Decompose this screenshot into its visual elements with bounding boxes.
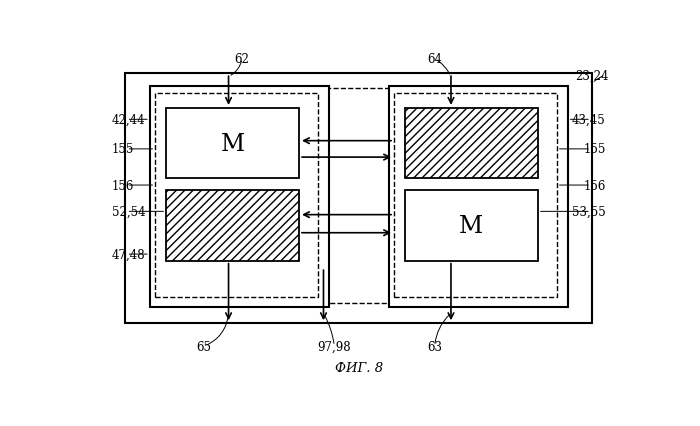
Text: ФИГ. 8: ФИГ. 8 <box>335 361 383 374</box>
Text: M: M <box>459 214 484 237</box>
Bar <box>155 94 318 297</box>
Bar <box>389 87 568 307</box>
Text: 155: 155 <box>112 143 134 156</box>
Text: 43,45: 43,45 <box>572 113 606 127</box>
Text: 156: 156 <box>583 179 606 192</box>
Text: M: M <box>220 132 245 155</box>
Text: 97,98: 97,98 <box>318 340 351 353</box>
Bar <box>405 109 538 179</box>
Text: 47,48: 47,48 <box>112 248 146 261</box>
Bar <box>150 87 329 307</box>
Text: 65: 65 <box>197 340 211 353</box>
Bar <box>405 190 538 261</box>
Text: 53,55: 53,55 <box>572 205 606 219</box>
Text: 52,54: 52,54 <box>112 205 146 219</box>
Bar <box>166 109 299 179</box>
Bar <box>166 190 299 261</box>
Bar <box>153 89 565 304</box>
Text: 156: 156 <box>112 179 134 192</box>
Bar <box>125 74 592 323</box>
Bar <box>394 94 556 297</box>
Text: 155: 155 <box>583 143 606 156</box>
Text: 42,44: 42,44 <box>112 113 146 127</box>
Text: 63: 63 <box>427 340 442 353</box>
Text: 64: 64 <box>427 53 442 66</box>
Text: 62: 62 <box>234 53 249 66</box>
Text: 23,24: 23,24 <box>575 69 608 82</box>
